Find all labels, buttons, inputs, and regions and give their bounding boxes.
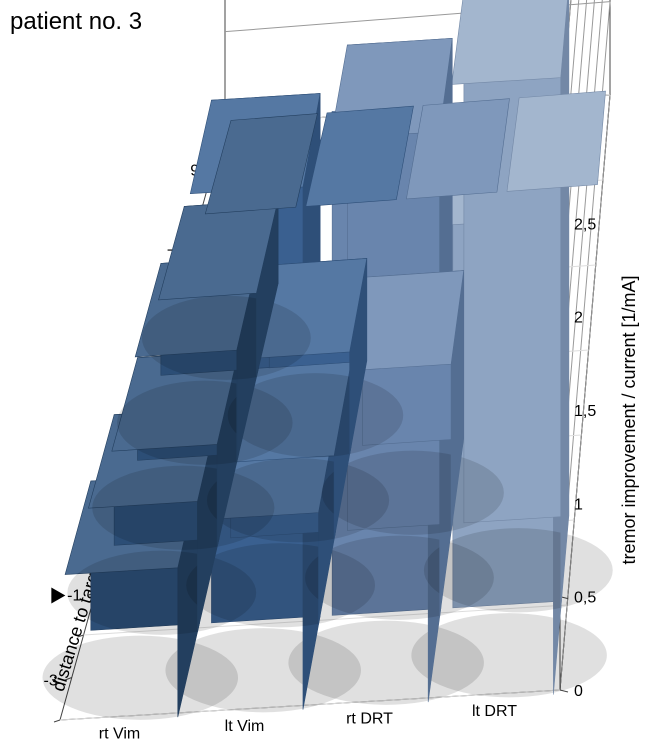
bar-top <box>406 99 509 199</box>
chart-wrapper: patient no. 3 00,511,522,53tremor improv… <box>0 0 657 754</box>
bar-shadow <box>67 551 256 635</box>
bar-top <box>507 91 606 191</box>
bar-top <box>452 0 569 84</box>
bar-shadow <box>117 381 293 465</box>
z-tick-label: 2 <box>574 310 583 327</box>
series-label: lt Vim <box>225 718 265 735</box>
bar-side <box>561 0 569 610</box>
z-tick-label: 1,5 <box>574 403 596 420</box>
bar-shadow <box>43 636 239 720</box>
bar-shadow <box>92 466 274 550</box>
bar-top <box>306 106 414 206</box>
z-tick-label: 1 <box>574 496 583 513</box>
series-label: rt Vim <box>99 725 140 742</box>
3d-bar-chart: 00,511,522,53tremor improvement / curren… <box>0 0 657 754</box>
series-label: lt DRT <box>472 703 517 720</box>
z-axis-label: tremor improvement / current [1/mA] <box>619 275 639 564</box>
z-tick-label: 2,5 <box>574 216 596 233</box>
bar-shadow <box>142 296 311 380</box>
marker-arrow-icon <box>51 588 65 604</box>
series-label: rt DRT <box>346 710 393 727</box>
